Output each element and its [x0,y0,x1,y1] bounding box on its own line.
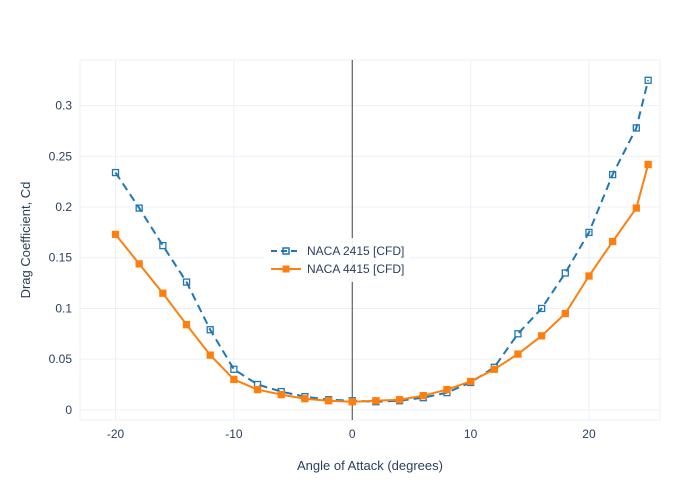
svg-text:0.3: 0.3 [55,99,72,113]
legend-label: NACA 4415 [CFD] [307,262,404,276]
svg-text:20: 20 [582,427,596,441]
svg-text:0.1: 0.1 [55,301,72,315]
svg-text:-10: -10 [225,427,243,441]
svg-text:0.25: 0.25 [49,149,73,163]
legend-label: NACA 2415 [CFD] [307,244,404,258]
svg-text:0.2: 0.2 [55,200,72,214]
svg-text:0.05: 0.05 [49,352,73,366]
legend-item[interactable]: NACA 2415 [CFD] [271,242,404,260]
svg-text:0: 0 [349,427,356,441]
svg-text:-20: -20 [107,427,125,441]
y-axis-label: Drag Coefficient, Cd [18,182,33,299]
svg-text:10: 10 [464,427,478,441]
svg-text:0.15: 0.15 [49,251,73,265]
x-axis-label: Angle of Attack (degrees) [297,458,443,473]
legend-swatch-naca4415 [271,262,301,276]
svg-text:0: 0 [65,403,72,417]
legend-item[interactable]: NACA 4415 [CFD] [271,260,404,278]
legend: NACA 2415 [CFD] NACA 4415 [CFD] [265,238,410,282]
legend-swatch-naca2415 [271,244,301,258]
